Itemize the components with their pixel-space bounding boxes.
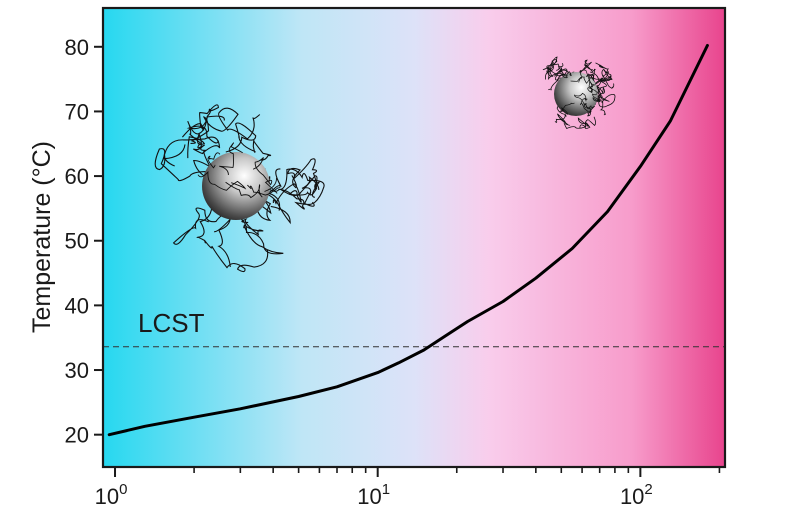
y-tick-label: 60 [65,164,89,189]
y-tick-label: 20 [65,423,89,448]
x-tick-label: 100 [95,481,128,509]
plot-background [103,8,725,467]
lcst-label: LCST [138,308,205,338]
x-tick-label: 102 [620,481,653,509]
y-axis: 20 30 40 50 60 70 80 [65,35,103,448]
plot-frame [101,6,727,469]
x-axis: 100 101 102 [95,467,721,509]
collapsed-polymer-particle-illustration [542,56,616,130]
swollen-polymer-particle-illustration [154,104,325,273]
x-tick-label: 101 [357,481,390,509]
y-tick-label: 80 [65,35,89,60]
y-tick-label: 30 [65,358,89,383]
y-tick-label: 40 [65,293,89,318]
temperature-curve [107,44,709,437]
y-tick-label: 70 [65,99,89,124]
y-tick-label: 50 [65,229,89,254]
y-axis-label: Temperature (°C) [28,141,56,333]
